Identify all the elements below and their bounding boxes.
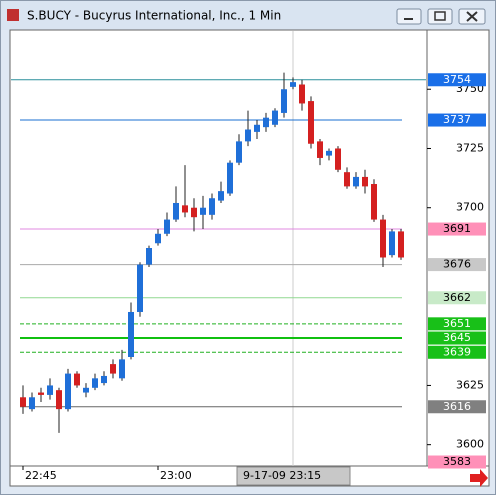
candle-body <box>101 375 107 384</box>
candle-body <box>362 176 368 187</box>
candle-body <box>83 387 89 393</box>
candle-body <box>200 207 206 215</box>
price-badge-label: 3662 <box>443 291 471 304</box>
y-tick-label: 3725 <box>456 141 484 154</box>
price-badge-label: 3691 <box>443 222 471 235</box>
price-badge <box>428 291 486 305</box>
candle-body <box>128 311 134 357</box>
candle-body <box>155 233 161 244</box>
x-tick-label: 23:00 <box>160 469 192 482</box>
candle-body <box>227 162 233 194</box>
candle-body <box>263 117 269 128</box>
price-badge <box>428 113 486 127</box>
candle-body <box>65 373 71 410</box>
cursor-box <box>236 466 351 486</box>
candle-body <box>110 364 116 374</box>
candle-body <box>335 148 341 170</box>
candle-body <box>236 141 242 163</box>
candle-body <box>398 231 404 258</box>
minimize-button[interactable] <box>396 8 422 25</box>
price-badge-label: 3737 <box>443 113 471 126</box>
price-badge-label: 3583 <box>443 455 471 468</box>
candle-body <box>254 124 260 132</box>
candle-body <box>299 84 305 104</box>
candle-body <box>38 392 44 395</box>
window-title: S.BUCY - Bucyrus International, Inc., 1 … <box>27 9 281 23</box>
price-axis <box>426 29 490 467</box>
candle-body <box>146 248 152 265</box>
y-tick-label: 3600 <box>456 438 484 451</box>
price-badge <box>428 345 486 359</box>
candle-body <box>272 110 278 125</box>
candle-body <box>137 264 143 312</box>
close-glyph <box>466 11 478 22</box>
candle-body <box>389 231 395 256</box>
candle-body <box>344 172 350 187</box>
price-badge <box>428 331 486 345</box>
maximize-glyph <box>434 11 446 21</box>
y-tick-label: 3700 <box>456 201 484 214</box>
price-badge-label: 3651 <box>443 317 471 330</box>
candle-body <box>92 378 98 388</box>
scroll-arrow[interactable] <box>470 469 488 487</box>
candle-body <box>191 207 197 218</box>
candle-body <box>218 191 224 201</box>
candle-body <box>209 198 215 215</box>
candle-body <box>380 219 386 258</box>
price-badge-label: 3645 <box>443 331 471 344</box>
candle-body <box>308 101 314 144</box>
candle-body <box>371 184 377 220</box>
price-badge-label: 3616 <box>443 400 471 413</box>
candle-body <box>47 385 53 395</box>
candle-body <box>29 397 35 410</box>
candle-body <box>290 82 296 87</box>
candle-body <box>74 373 80 386</box>
candle-body <box>173 202 179 220</box>
price-badge <box>428 258 486 272</box>
price-badge <box>428 455 486 469</box>
maximize-button[interactable] <box>427 8 453 25</box>
candle-body <box>326 150 332 156</box>
y-tick-label: 3625 <box>456 378 484 391</box>
candle-body <box>281 89 287 113</box>
candle-body <box>20 397 26 407</box>
price-badge-label: 3754 <box>443 73 471 86</box>
price-badge <box>428 73 486 87</box>
candle-body <box>353 176 359 187</box>
candle-body <box>245 129 251 142</box>
plot-area <box>9 29 428 467</box>
candle-body <box>317 141 323 158</box>
app-icon <box>7 9 19 21</box>
candle-body <box>56 390 62 410</box>
price-badge <box>428 400 486 414</box>
price-badge-label: 3639 <box>443 345 471 358</box>
candle-body <box>182 205 188 213</box>
candle-body <box>119 359 125 379</box>
price-badge <box>428 222 486 236</box>
price-badge <box>428 317 486 331</box>
cursor-label: 9-17-09 23:15 <box>243 469 321 482</box>
x-tick-label: 22:45 <box>25 469 57 482</box>
candle-body <box>164 219 170 234</box>
price-badge-label: 3676 <box>443 258 471 271</box>
